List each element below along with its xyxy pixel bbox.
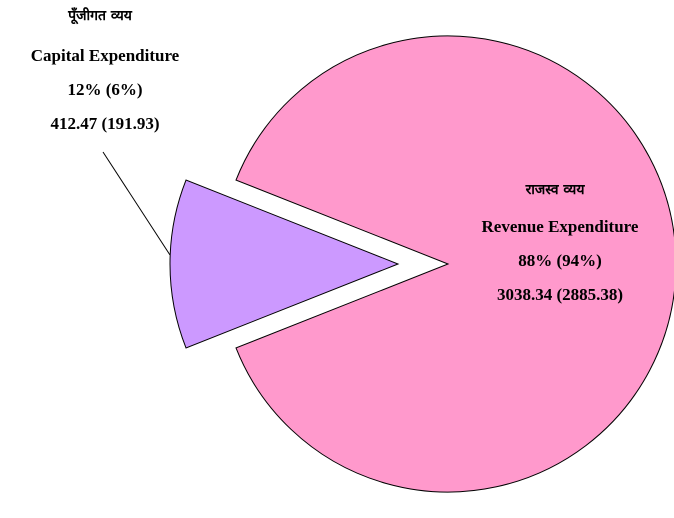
label-name: Revenue Expenditure (482, 217, 639, 236)
leader-line (102, 151, 171, 256)
label-hindi: राजस्व व्यय (525, 182, 586, 198)
pie-slice (169, 179, 400, 349)
label-amount: 412.47 (191.93) (50, 114, 159, 133)
label-name: Capital Expenditure (31, 46, 180, 65)
label-value: 88% (94%) (518, 251, 602, 270)
pie-slice (235, 35, 674, 493)
label-value: 12% (6%) (67, 80, 142, 99)
label-amount: 3038.34 (2885.38) (497, 285, 623, 304)
label-hindi: पूँजीगत व्यय (67, 7, 133, 25)
